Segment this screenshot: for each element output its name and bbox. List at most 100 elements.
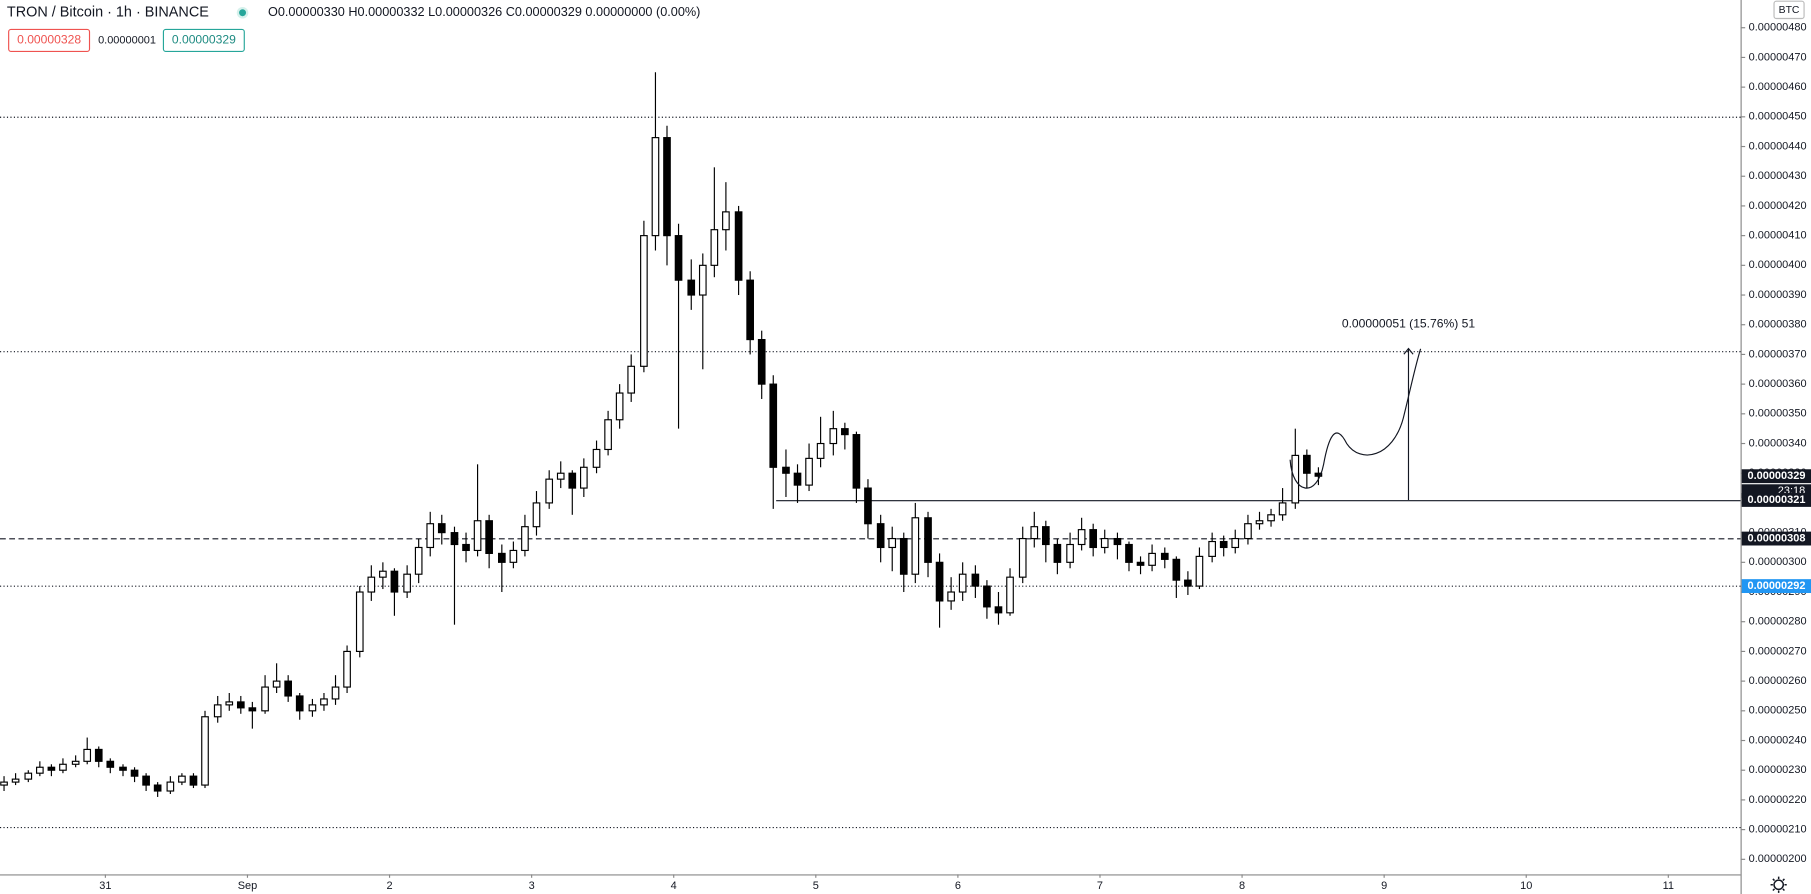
candle-body xyxy=(935,561,944,602)
x-tick-label: 10 xyxy=(1520,880,1532,892)
bid: 0.00000328 xyxy=(17,33,81,47)
candle-body xyxy=(1113,537,1122,546)
y-tick-label: 0.00000260 xyxy=(1749,675,1807,687)
candle-body xyxy=(994,606,1003,614)
candle-body xyxy=(295,695,304,712)
candle-body xyxy=(829,428,838,445)
candle-body xyxy=(248,707,257,712)
candle-body xyxy=(1006,576,1014,614)
candle-body xyxy=(1136,561,1145,566)
candle-body xyxy=(485,520,493,554)
candle-body xyxy=(663,137,671,237)
candle-body xyxy=(899,537,908,575)
candle-body xyxy=(532,502,541,528)
price-label-box xyxy=(1741,493,1811,507)
y-tick-label: 0.00000390 xyxy=(1749,289,1807,301)
measure-label: 0.00000051 (15.76%) 51 xyxy=(1342,316,1476,330)
candle-body xyxy=(1089,529,1098,549)
candle-body xyxy=(911,517,920,575)
candle-body xyxy=(556,472,565,480)
candle-body xyxy=(59,763,67,771)
candle-body xyxy=(852,434,861,489)
buy-box[interactable] xyxy=(162,28,245,52)
currency: BTC xyxy=(1779,5,1800,16)
candle-body xyxy=(1160,552,1169,560)
candle-body xyxy=(876,523,885,549)
candle-body xyxy=(1100,537,1109,549)
candle-body xyxy=(710,229,719,266)
y-tick-label: 0.00000420 xyxy=(1749,200,1807,212)
candle-body xyxy=(0,781,8,786)
price-label: 0.00000321 xyxy=(1747,494,1805,506)
y-tick-label: 0.00000440 xyxy=(1749,140,1807,152)
candle-body xyxy=(983,585,991,608)
candle-body xyxy=(947,591,955,602)
candle-body xyxy=(841,428,849,436)
candle-body xyxy=(261,686,269,712)
candle-body xyxy=(769,383,778,468)
candle-body xyxy=(782,466,790,474)
candle-body xyxy=(734,211,743,281)
candle-body xyxy=(178,775,186,783)
candle-body xyxy=(11,778,20,783)
x-tick-label: 4 xyxy=(671,880,677,892)
projection-curve xyxy=(1289,348,1422,489)
candle-body xyxy=(343,650,351,688)
price-label: 0.00000292 xyxy=(1747,580,1805,592)
candle-body xyxy=(1172,558,1181,581)
candle-body xyxy=(355,591,364,652)
currency-box[interactable] xyxy=(1773,0,1805,20)
candle-body xyxy=(888,537,897,549)
candle-body xyxy=(236,701,245,709)
x-tick-label: Sep xyxy=(238,880,258,892)
x-tick-label: 3 xyxy=(529,880,535,892)
y-tick-label: 0.00000250 xyxy=(1749,705,1807,717)
price-label-box xyxy=(1741,579,1811,594)
candle-body xyxy=(83,748,92,762)
status-dot xyxy=(239,9,247,17)
y-tick-label: 0.00000350 xyxy=(1749,408,1807,420)
candle-body xyxy=(390,570,399,593)
candle-body xyxy=(331,686,340,700)
sell-box[interactable] xyxy=(8,28,91,52)
candle-body xyxy=(958,573,967,593)
candle-body xyxy=(687,279,696,296)
measure-arrowhead xyxy=(1403,347,1414,355)
candle-body xyxy=(473,520,482,552)
candle-body xyxy=(1255,520,1264,525)
candle-body xyxy=(757,338,766,385)
candle-body xyxy=(864,487,872,525)
candle-body xyxy=(225,701,234,706)
candle-body xyxy=(437,523,446,534)
y-tick-label: 0.00000200 xyxy=(1749,853,1807,865)
candle-body xyxy=(805,457,813,486)
settings-icon[interactable] xyxy=(1770,876,1787,893)
candle-body xyxy=(189,775,198,786)
x-tick-label: 8 xyxy=(1239,880,1245,892)
symbol: TRON / Bitcoin · 1h · BINANCE xyxy=(7,5,209,21)
candle-body xyxy=(426,523,435,549)
candle-body xyxy=(1314,472,1323,477)
candle-body xyxy=(36,766,44,774)
candle-body xyxy=(604,419,612,451)
candle-body xyxy=(615,392,624,421)
candle-body xyxy=(142,775,150,786)
candle-body xyxy=(651,137,660,237)
candle-body xyxy=(47,766,56,771)
candle-body xyxy=(94,748,103,762)
candle-body xyxy=(1018,537,1027,578)
candle-body xyxy=(1195,555,1204,587)
x-tick-label: 2 xyxy=(386,880,392,892)
y-tick-label: 0.00000450 xyxy=(1749,111,1807,123)
price-label: 0.00000329 xyxy=(1747,470,1805,482)
candle-body xyxy=(1041,526,1050,546)
candle-body xyxy=(1219,540,1228,549)
price-axis-bg xyxy=(1740,0,1811,894)
candle-body xyxy=(1208,540,1216,557)
candle-body xyxy=(793,472,802,486)
ohlc-text: O0.00000330 H0.00000332 L0.00000326 C0.0… xyxy=(268,5,700,19)
candle-body xyxy=(119,766,127,771)
candle-body xyxy=(521,526,529,552)
spread: 0.00000001 xyxy=(98,34,156,46)
